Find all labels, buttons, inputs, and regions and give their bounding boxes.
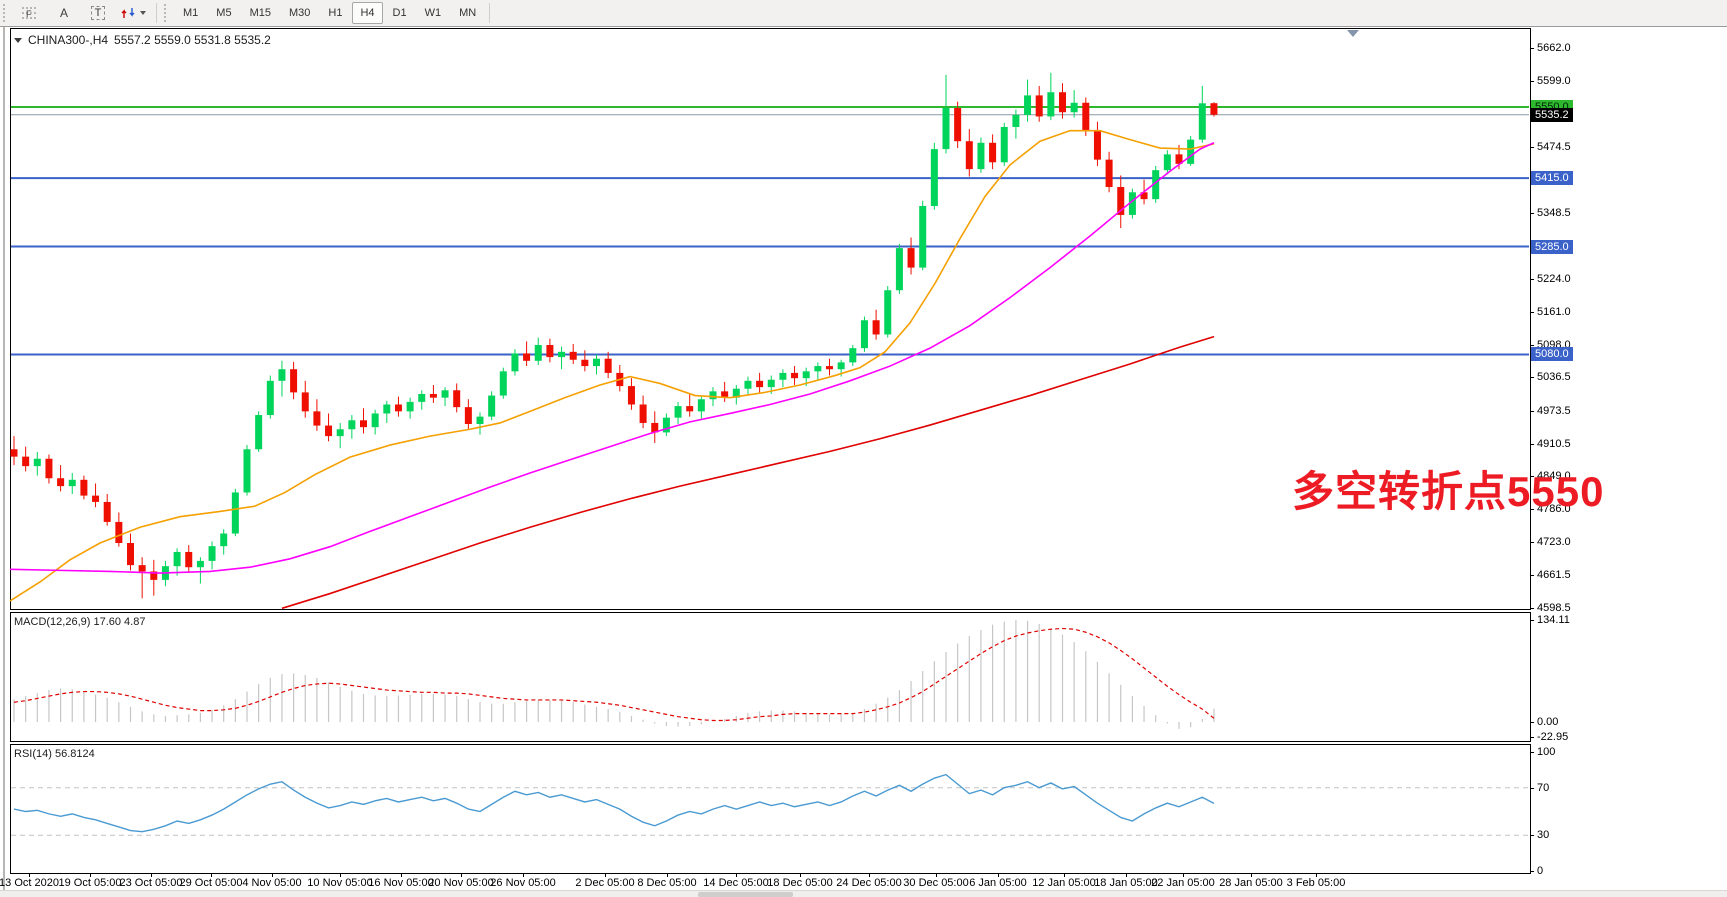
main-toolbar: F A T M1 M5 M15 M30 H1 H4 D1 W1 MN (0, 0, 1727, 27)
toolbar-separator (156, 3, 157, 23)
chart-title: CHINA300-,H4 5557.2 5559.0 5531.8 5535.2 (14, 33, 271, 47)
timeframe-button-w1[interactable]: W1 (424, 7, 442, 19)
chart-annotation-text: 多空转折点5550 (1292, 468, 1605, 515)
timeframe-button-m5[interactable]: M5 (216, 7, 232, 19)
arrows-tool-button[interactable] (116, 2, 151, 24)
fibonacci-tool-button[interactable]: F (14, 2, 46, 24)
timeframe-button-m1[interactable]: M1 (183, 7, 199, 19)
svg-text:F: F (26, 9, 32, 19)
scrollbar-thumb[interactable] (698, 892, 793, 897)
text-label-tool-button[interactable]: T (82, 2, 114, 24)
arrows-icon (121, 8, 135, 18)
window-left-edge (0, 26, 9, 890)
timeframe-button-mn[interactable]: MN (459, 7, 477, 19)
toolbar-grip[interactable] (3, 4, 10, 22)
symbol-period-label: CHINA300-,H4 (28, 33, 109, 47)
timeframe-button-h4[interactable]: H4 (352, 2, 383, 24)
timeframe-button-m15[interactable]: M15 (249, 7, 271, 19)
text-tool-glyph: A (59, 6, 68, 20)
text-tool-button[interactable]: A (48, 2, 80, 24)
price-chart-panel[interactable] (10, 28, 1531, 610)
horizontal-scrollbar[interactable] (0, 890, 1727, 897)
fibonacci-icon: F (22, 7, 38, 19)
text-label-tool-glyph: T (90, 6, 106, 20)
macd-panel[interactable] (10, 612, 1531, 742)
timeframe-button-d1[interactable]: D1 (392, 7, 407, 19)
timeframe-button-h1[interactable]: H1 (328, 7, 343, 19)
toolbar-grip[interactable] (164, 4, 171, 22)
rsi-indicator-label: RSI(14) 56.8124 (14, 748, 95, 760)
ohlc-values: 5557.2 5559.0 5531.8 5535.2 (114, 33, 271, 47)
dropdown-caret-icon[interactable] (140, 11, 146, 15)
toolbar-separator (489, 3, 491, 23)
macd-indicator-label: MACD(12,26,9) 17.60 4.87 (14, 616, 146, 628)
rsi-panel[interactable] (10, 744, 1531, 874)
chart-shift-marker-icon[interactable] (1347, 30, 1359, 37)
timeframe-button-m30[interactable]: M30 (288, 7, 311, 19)
chevron-down-icon[interactable] (14, 37, 22, 43)
